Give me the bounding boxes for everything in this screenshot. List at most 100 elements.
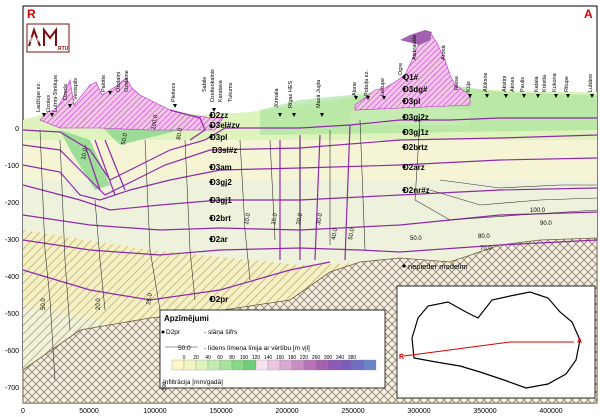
infiltration-color-scale: 0 20 40 60 80 100 120 140 160 180 220 260 300 340 380	[171, 355, 377, 371]
isoline-value: 100.0	[530, 208, 546, 214]
isoline-value: 100.0	[151, 114, 160, 130]
isoline-value: 50.0	[41, 298, 47, 310]
y-tick-label: -100	[5, 163, 19, 170]
layer-code: D3sl#z	[212, 146, 237, 155]
scale-tick-label: 160	[276, 355, 285, 361]
x-tick-label: 100000	[143, 408, 166, 415]
scale-swatch	[303, 359, 317, 371]
x-tick-label: 350000	[473, 408, 496, 415]
legend-layer-code: D2pr	[166, 329, 181, 336]
scale-tick-label: 40	[205, 355, 211, 361]
place-names: Ladžūpe ez. Ozoles Lutriņi-Strēlupe Dzed…	[36, 35, 594, 112]
place-label: Lubāns	[588, 74, 594, 92]
isoline-value: 10.0	[244, 212, 252, 225]
isoline-value: 70.0	[480, 246, 492, 252]
place-label: Ozolaiņi	[116, 72, 122, 92]
isoline-values: 10.0 50.0 100.0 80.0 50.0 20.0 25.0 10.0…	[41, 114, 552, 310]
scale-tick-label: 380	[348, 355, 357, 361]
place-label: Jūrmala	[274, 87, 280, 108]
surface-relief	[39, 30, 471, 131]
place-label: Aknes	[510, 76, 516, 92]
place-label: Ritupe	[564, 76, 570, 92]
legend-title: Apzīmējumi	[164, 314, 209, 323]
place-label: Kandava	[218, 79, 224, 102]
x-tick-label: 200000	[275, 408, 298, 415]
y-tick-label: -400	[5, 274, 19, 281]
inset-map: R A	[396, 285, 596, 399]
place-label: Palotte	[101, 75, 107, 92]
x-tick-label: 250000	[341, 408, 364, 415]
y-tick-label: 0	[15, 126, 19, 133]
scale-swatch	[327, 359, 341, 371]
scale-side-value: -500	[162, 382, 168, 392]
place-label: Riese	[454, 76, 460, 90]
layer-labels: D2zz D3el#zv D3pl D3sl#z D3am D3gj2 D3gj…	[210, 73, 430, 304]
place-label: Sabile	[202, 77, 208, 92]
isoline-value: 40.0	[331, 227, 339, 240]
scale-swatch	[363, 359, 377, 371]
layer-code: D2pr	[210, 295, 228, 304]
scale-swatch	[219, 359, 233, 371]
scale-swatch	[195, 359, 209, 371]
layer-code: D2brtz	[403, 143, 428, 152]
emc-rtu-logo: EMC RTU	[26, 23, 70, 53]
x-tick-label: 300000	[407, 408, 430, 415]
legend-layer-desc: - slāņa šifrs	[204, 329, 238, 336]
place-label: Alone	[352, 82, 358, 96]
place-label: Mazā Jugla	[316, 79, 322, 108]
isoline-value: 90.0	[540, 221, 552, 227]
latvia-outline	[411, 291, 581, 389]
section-start-label: R	[27, 7, 36, 21]
scale-swatch	[171, 359, 185, 371]
scale-tick-label: 20	[193, 355, 199, 361]
layer-code: D2zz	[210, 111, 228, 120]
isoline-value: 50.0	[348, 227, 356, 240]
place-label: Aizkraukle	[412, 35, 418, 60]
scale-swatch	[243, 359, 257, 371]
place-label: Pauļis	[520, 77, 526, 92]
place-label: Rīgas HES	[288, 80, 294, 108]
layer-code: D2brt	[210, 214, 231, 223]
layer-code: D3pl	[210, 133, 227, 142]
svg-text:EMC: EMC	[30, 38, 44, 44]
isoline-value: 80.0	[176, 127, 184, 140]
y-tick-label: -700	[5, 385, 19, 392]
place-label: Pleitecs	[171, 82, 177, 102]
scale-swatch	[315, 359, 329, 371]
place-label: Alūksne	[483, 72, 489, 92]
place-label: Lutriņi-Strēlupe	[53, 75, 59, 112]
isoline-value: 80.0	[478, 234, 490, 240]
place-label: Ogre	[398, 63, 404, 75]
legend: Apzīmējumi D2pr - slāņa šifrs 50.0 - līd…	[159, 309, 386, 392]
scale-tick-label: 0	[183, 355, 186, 361]
legend-iso-desc: - līdens līmeņa līnija ar vērtību [m vjl…	[204, 345, 310, 352]
svg-text:RTU: RTU	[58, 46, 69, 52]
scale-swatch	[231, 359, 245, 371]
y-tick-label: -500	[5, 311, 19, 318]
layer-code: D3gj2z	[403, 113, 429, 122]
layer-code: Q1#	[403, 73, 419, 82]
isoline-value: 50.0	[410, 236, 422, 242]
scale-tick-label: 100	[240, 355, 249, 361]
y-axis: 0 -100 -200 -300 -400 -500 -600 -700	[5, 126, 19, 392]
isoline-value: 10.0	[81, 147, 89, 160]
x-tick-label: 0	[21, 408, 25, 415]
inset-start-label: R	[399, 354, 404, 361]
place-label: Dzeda	[63, 83, 69, 100]
layer-boundaries	[22, 109, 598, 301]
scale-tick-label: 220	[300, 355, 309, 361]
isoline-value: 25.0	[146, 292, 154, 305]
layer-code: D3gj2	[210, 178, 232, 187]
legend-scale-label: Infiltrācija [mm/gadā]	[163, 379, 223, 386]
layer-code: D3am	[210, 163, 232, 172]
place-label: Akstiņi	[502, 76, 508, 92]
y-tick-label: -300	[5, 237, 19, 244]
inset-end-label: A	[577, 338, 582, 345]
scale-swatch	[255, 359, 269, 371]
y-tick-label: -600	[5, 348, 19, 355]
place-label: Aronā	[441, 44, 447, 60]
scale-swatch	[183, 359, 197, 371]
isoline-value: 20.0	[296, 212, 304, 225]
layer-code: D2ar	[210, 235, 228, 244]
